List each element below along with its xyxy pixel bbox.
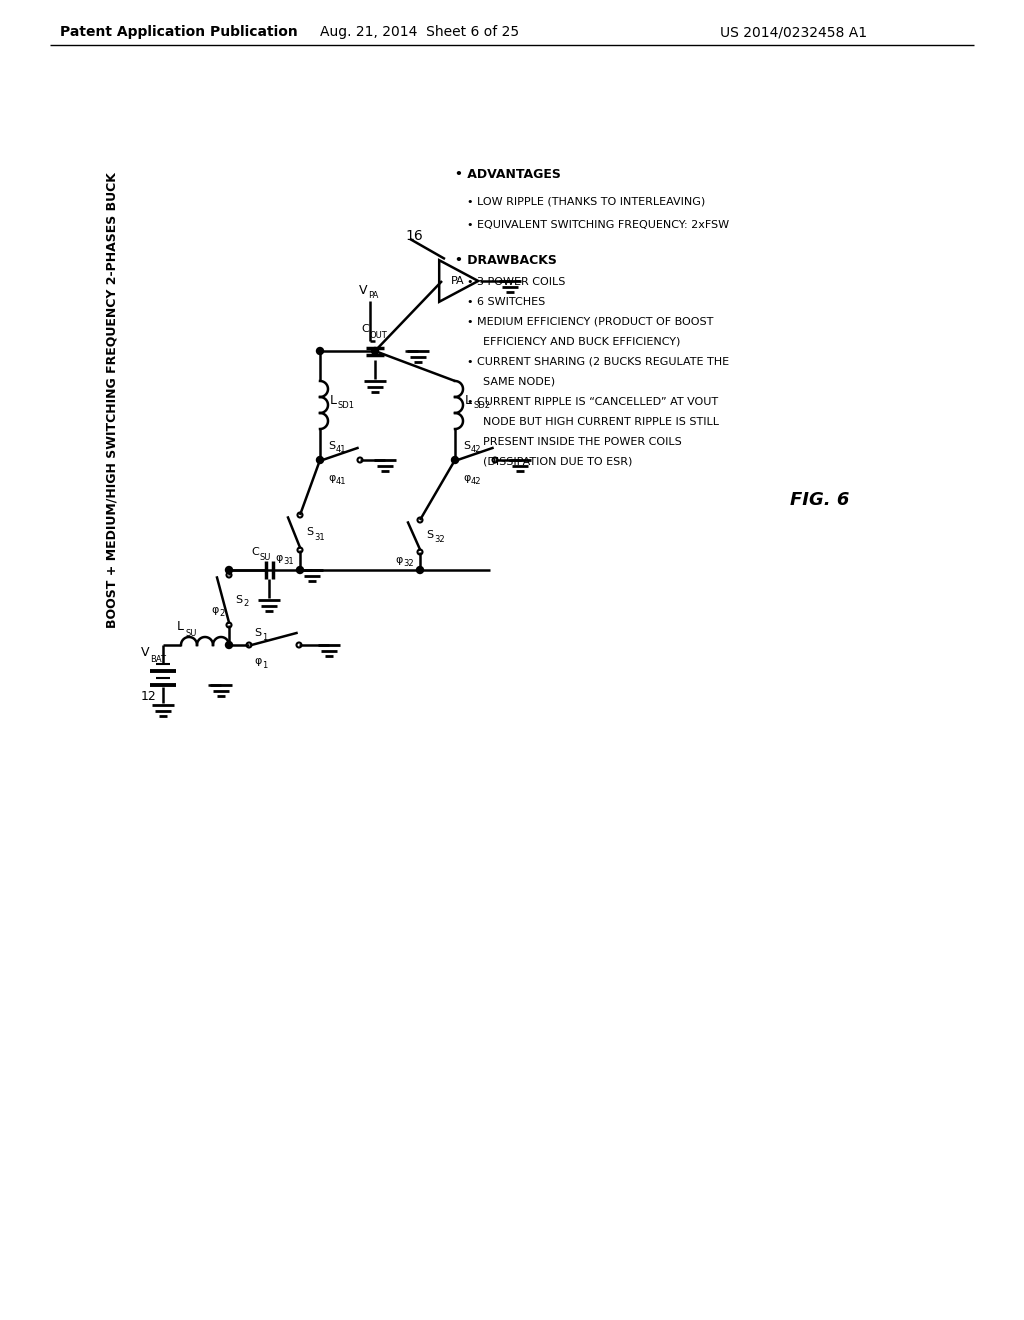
Text: 41: 41 xyxy=(336,446,346,454)
Text: L: L xyxy=(330,393,337,407)
Text: φ: φ xyxy=(463,473,470,483)
Text: • EQUIVALENT SWITCHING FREQUENCY: 2xFSW: • EQUIVALENT SWITCHING FREQUENCY: 2xFSW xyxy=(467,220,729,230)
Text: Patent Application Publication: Patent Application Publication xyxy=(60,25,298,40)
Text: C: C xyxy=(251,546,259,557)
Text: BAT: BAT xyxy=(150,655,166,664)
Text: PRESENT INSIDE THE POWER COILS: PRESENT INSIDE THE POWER COILS xyxy=(483,437,682,447)
Text: 31: 31 xyxy=(314,532,325,541)
Text: SD1: SD1 xyxy=(338,400,355,409)
Text: 32: 32 xyxy=(434,536,444,544)
Text: EFFICIENCY AND BUCK EFFICIENCY): EFFICIENCY AND BUCK EFFICIENCY) xyxy=(483,337,680,347)
Text: S: S xyxy=(426,531,433,540)
Circle shape xyxy=(297,566,303,573)
Text: 12: 12 xyxy=(141,690,157,704)
Text: S: S xyxy=(234,595,242,605)
Circle shape xyxy=(225,566,232,573)
Text: SD2: SD2 xyxy=(473,400,490,409)
Circle shape xyxy=(452,457,459,463)
Text: S: S xyxy=(463,441,470,451)
Text: (DISSIPATION DUE TO ESR): (DISSIPATION DUE TO ESR) xyxy=(483,457,633,467)
Text: • LOW RIPPLE (THANKS TO INTERLEAVING): • LOW RIPPLE (THANKS TO INTERLEAVING) xyxy=(467,197,706,207)
Text: 42: 42 xyxy=(471,446,481,454)
Text: • CURRENT SHARING (2 BUCKS REGULATE THE: • CURRENT SHARING (2 BUCKS REGULATE THE xyxy=(467,356,729,367)
Text: 2: 2 xyxy=(243,599,248,609)
Text: L: L xyxy=(465,393,472,407)
Text: V: V xyxy=(359,285,368,297)
Text: C: C xyxy=(361,323,369,334)
Text: FIG. 6: FIG. 6 xyxy=(790,491,849,510)
Text: SU: SU xyxy=(185,628,197,638)
Text: 31: 31 xyxy=(283,557,294,566)
Text: • 6 SWITCHES: • 6 SWITCHES xyxy=(467,297,545,308)
Text: 41: 41 xyxy=(336,478,346,487)
Text: L: L xyxy=(177,620,184,634)
Circle shape xyxy=(372,347,379,355)
Circle shape xyxy=(316,457,324,463)
Text: • MEDIUM EFFICIENCY (PRODUCT OF BOOST: • MEDIUM EFFICIENCY (PRODUCT OF BOOST xyxy=(467,317,714,327)
Text: OUT: OUT xyxy=(369,330,387,339)
Text: φ: φ xyxy=(395,554,402,565)
Text: φ: φ xyxy=(211,605,218,615)
Text: S: S xyxy=(306,527,313,537)
Text: US 2014/0232458 A1: US 2014/0232458 A1 xyxy=(720,25,867,40)
Text: • CURRENT RIPPLE IS “CANCELLED” AT VOUT: • CURRENT RIPPLE IS “CANCELLED” AT VOUT xyxy=(467,397,718,407)
Text: φ: φ xyxy=(254,656,261,667)
Circle shape xyxy=(316,347,324,355)
Text: S: S xyxy=(254,628,261,638)
Text: φ: φ xyxy=(328,473,336,483)
Text: 1: 1 xyxy=(262,660,267,669)
Text: BOOST + MEDIUM/HIGH SWITCHING FREQUENCY 2-PHASES BUCK: BOOST + MEDIUM/HIGH SWITCHING FREQUENCY … xyxy=(105,172,119,628)
Text: 1: 1 xyxy=(262,632,267,642)
Text: SAME NODE): SAME NODE) xyxy=(483,378,555,387)
Text: NODE BUT HIGH CURRENT RIPPLE IS STILL: NODE BUT HIGH CURRENT RIPPLE IS STILL xyxy=(483,417,719,426)
Circle shape xyxy=(225,642,232,648)
Text: 16: 16 xyxy=(406,228,423,243)
Text: 42: 42 xyxy=(471,478,481,487)
Text: PA: PA xyxy=(451,276,464,286)
Text: PA: PA xyxy=(368,292,379,301)
Text: • ADVANTAGES: • ADVANTAGES xyxy=(455,169,561,181)
Text: V: V xyxy=(141,647,150,660)
Text: S: S xyxy=(328,441,335,451)
Text: • DRAWBACKS: • DRAWBACKS xyxy=(455,253,557,267)
Text: SU: SU xyxy=(259,553,270,562)
Text: • 3 POWER COILS: • 3 POWER COILS xyxy=(467,277,565,286)
Text: 2: 2 xyxy=(219,610,224,619)
Text: 32: 32 xyxy=(403,560,414,569)
Text: φ: φ xyxy=(275,553,283,564)
Circle shape xyxy=(417,566,424,573)
Text: Aug. 21, 2014  Sheet 6 of 25: Aug. 21, 2014 Sheet 6 of 25 xyxy=(321,25,519,40)
